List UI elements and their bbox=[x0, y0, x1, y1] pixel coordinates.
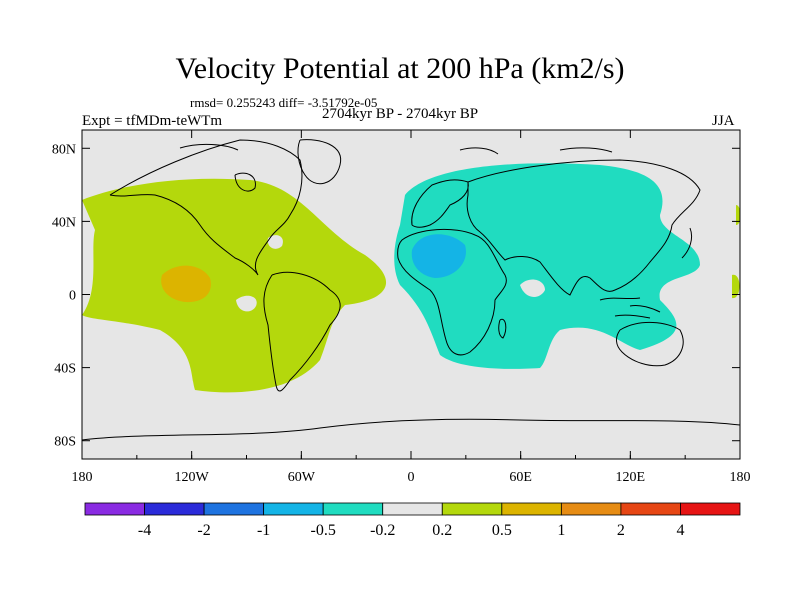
colorbar-label: 2 bbox=[617, 522, 625, 539]
colorbar-swatch bbox=[680, 502, 741, 516]
stats-line: rmsd= 0.255243 diff= -3.51792e-05 bbox=[190, 95, 378, 110]
colorbar-swatch bbox=[441, 502, 503, 516]
x-tick-label: 60W bbox=[288, 470, 316, 485]
colorbar-swatch bbox=[84, 502, 145, 516]
africa-coast bbox=[397, 228, 507, 356]
colorbar-swatch bbox=[322, 502, 384, 516]
colorbar-label: 1 bbox=[557, 522, 565, 539]
axis-ticks: 180 120W 60W 0 60E 120E 180 80N 40N 0 40S 80S bbox=[52, 130, 751, 485]
y-tick-label: 80N bbox=[52, 142, 76, 157]
eastern-negative-region bbox=[394, 163, 700, 369]
x-tick-label: 60E bbox=[509, 470, 532, 485]
pacific-maximum bbox=[161, 265, 211, 303]
dateline-positive-sliver-south bbox=[732, 274, 740, 299]
colorbar-swatch bbox=[382, 502, 443, 516]
y-tick-label: 0 bbox=[69, 289, 76, 304]
greenland bbox=[297, 139, 342, 185]
colorbar-label: 0.2 bbox=[432, 522, 452, 539]
colorbar-swatch bbox=[203, 502, 265, 516]
colorbar-label: 0.5 bbox=[492, 522, 512, 539]
maritime-continent bbox=[599, 297, 661, 319]
colorbar-label: -2 bbox=[197, 522, 210, 539]
x-tick-label: 120W bbox=[175, 470, 210, 485]
arctic-islands bbox=[179, 143, 613, 155]
central-america-gap bbox=[267, 235, 283, 249]
y-tick-label: 40S bbox=[54, 362, 76, 377]
australia-coast bbox=[616, 321, 684, 367]
period-label: 2704kyr BP - 2704kyr BP bbox=[322, 106, 479, 122]
western-positive-region bbox=[82, 178, 387, 393]
indian-ocean-gap bbox=[520, 279, 545, 297]
asia-coast bbox=[466, 159, 701, 296]
antarctica-coast bbox=[82, 418, 740, 441]
colorbar-label: -1 bbox=[257, 522, 270, 539]
colorbar-swatch bbox=[501, 502, 562, 516]
coastlines bbox=[82, 139, 740, 441]
mid-atlantic-gap bbox=[236, 295, 257, 312]
south-america-coast bbox=[263, 271, 341, 392]
japan bbox=[681, 227, 693, 259]
europe-coast bbox=[411, 179, 469, 228]
x-tick-label: 180 bbox=[730, 470, 751, 485]
colorbar-swatch bbox=[144, 502, 205, 516]
x-tick-label: 120E bbox=[616, 470, 646, 485]
x-tick-label: 180 bbox=[72, 470, 93, 485]
y-tick-label: 80S bbox=[54, 435, 76, 450]
north-america-coast bbox=[109, 139, 303, 276]
madagascar bbox=[498, 318, 507, 339]
dateline-positive-sliver bbox=[736, 205, 740, 225]
colorbar-swatch bbox=[263, 502, 324, 516]
colorbar-label: -4 bbox=[138, 522, 151, 539]
colorbar-swatch bbox=[620, 502, 681, 516]
colorbar-swatch bbox=[560, 502, 622, 516]
colorbar: -4 -2 -1 -0.5 -0.2 0.2 0.5 1 2 4 bbox=[84, 502, 741, 539]
colorbar-label: -0.2 bbox=[370, 522, 395, 539]
north-africa-minimum bbox=[411, 234, 466, 278]
map-title: Velocity Potential at 200 hPa (km2/s) bbox=[175, 52, 625, 85]
y-tick-label: 40N bbox=[52, 215, 76, 230]
season-label: JJA bbox=[712, 113, 735, 129]
colorbar-label: 4 bbox=[676, 522, 684, 539]
colorbar-label: -0.5 bbox=[311, 522, 336, 539]
experiment-label: Expt = tfMDm-teWTm bbox=[82, 113, 223, 129]
hudson-bay bbox=[234, 172, 256, 192]
x-tick-label: 0 bbox=[408, 470, 415, 485]
